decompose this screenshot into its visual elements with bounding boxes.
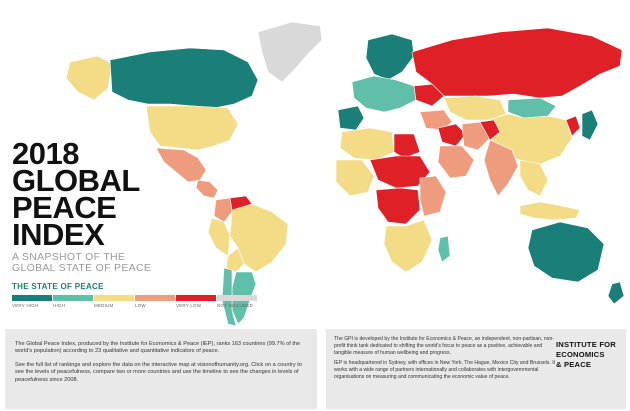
legend-item-not-included: NOT INCLUDED [217,295,257,308]
subtitle-line-1: A SNAPSHOT OF THE [12,251,126,263]
map-region-canada[interactable] [109,47,259,109]
map-region-madagascar[interactable] [437,235,451,263]
map-region-iran[interactable] [461,121,491,151]
map-region-afghanistan[interactable] [479,119,501,141]
map-region-europe-north[interactable] [365,33,415,81]
map-region-southern-africa[interactable] [383,219,433,273]
legend-label-low: LOW [135,303,146,308]
map-region-bolivia[interactable] [225,247,245,273]
legend-swatch-medium [94,295,134,301]
map-region-iberia[interactable] [337,105,365,131]
map-region-russia[interactable] [411,27,623,99]
map-region-australia[interactable] [527,221,605,283]
title-block: 2018 GLOBAL PEACE INDEX A SNAPSHOT OF TH… [12,136,202,274]
map-region-alaska[interactable] [65,55,113,101]
map-region-mongolia[interactable] [507,97,557,119]
gpi-description: The Global Peace Index, produced by the … [15,341,301,355]
map-region-ukraine[interactable] [413,83,445,107]
title-line-index: INDEX [12,217,105,252]
logo-line-2: ECONOMICS [556,350,605,359]
legend-label-not-included: NOT INCLUDED [217,303,254,308]
iep-logo: INSTITUTE FOR ECONOMICS & PEACE [556,340,616,370]
map-region-greenland[interactable] [257,21,323,83]
legend-swatch-low [135,295,175,301]
map-region-new-zealand[interactable] [607,281,625,305]
map-region-korea[interactable] [565,115,581,137]
legend-item-very-high: VERY HIGH [12,295,52,308]
legend-swatch-not-included [217,295,257,301]
title-year: 2018 [12,136,79,171]
map-region-east-africa[interactable] [419,175,447,217]
info-panel-right: The GPI is developed by the Institute fo… [326,329,626,409]
legend-item-high: HIGH [53,295,93,308]
map-region-europe-west[interactable] [351,75,417,113]
legend-item-low: LOW [135,295,175,308]
info-panel-left: The Global Peace Index, produced by the … [5,329,317,409]
world-map[interactable] [0,0,630,330]
map-region-saudi-arabia[interactable] [437,145,475,179]
legend-swatch-high [53,295,93,301]
map-region-west-africa[interactable] [335,159,375,197]
map-region-brazil[interactable] [229,203,289,273]
legend-swatch-very-high [12,295,52,301]
legend-label-very-low: VERY LOW [176,303,202,308]
map-region-central-america[interactable] [195,179,219,199]
map-region-india[interactable] [483,139,519,197]
map-region-central-africa[interactable] [375,187,421,225]
map-region-syria-iraq[interactable] [437,123,467,147]
legend: THE STATE OF PEACE VERY HIGH HIGH MEDIUM… [12,282,342,308]
legend-item-medium: MEDIUM [94,295,134,308]
map-region-libya[interactable] [393,133,421,159]
logo-line-1: INSTITUTE FOR [556,340,616,349]
legend-swatch-very-low [176,295,216,301]
iep-description: The GPI is developed by the Institute fo… [334,336,555,356]
title-line-peace: PEACE [12,190,117,225]
legend-label-high: HIGH [53,303,66,308]
legend-item-very-low: VERY LOW [176,295,216,308]
map-region-colombia[interactable] [213,197,233,223]
legend-label-very-high: VERY HIGH [12,303,39,308]
legend-label-medium: MEDIUM [94,303,114,308]
subtitle: A SNAPSHOT OF THE GLOBAL STATE OF PEACE [12,252,202,274]
map-region-peru[interactable] [207,217,231,257]
iep-offices: IEP is headquartered in Sydney, with off… [334,360,556,380]
legend-title: THE STATE OF PEACE [12,282,104,291]
map-region-indonesia[interactable] [519,201,581,221]
legend-row: VERY HIGH HIGH MEDIUM LOW VERY LOW NOT I… [12,295,342,308]
subtitle-line-2: GLOBAL STATE OF PEACE [12,262,152,274]
iep-text: The GPI is developed by the Institute fo… [334,336,556,381]
logo-line-3: & PEACE [556,360,592,369]
title-line-global: GLOBAL [12,163,140,198]
map-region-kazakhstan[interactable] [443,95,507,121]
map-region-southeast-asia[interactable] [519,159,549,197]
map-region-usa[interactable] [145,105,239,151]
map-region-mexico[interactable] [155,147,207,183]
map-region-north-africa[interactable] [339,127,395,161]
interactive-map-note: See the full list of rankings and explor… [15,361,302,383]
map-region-japan[interactable] [581,109,599,141]
